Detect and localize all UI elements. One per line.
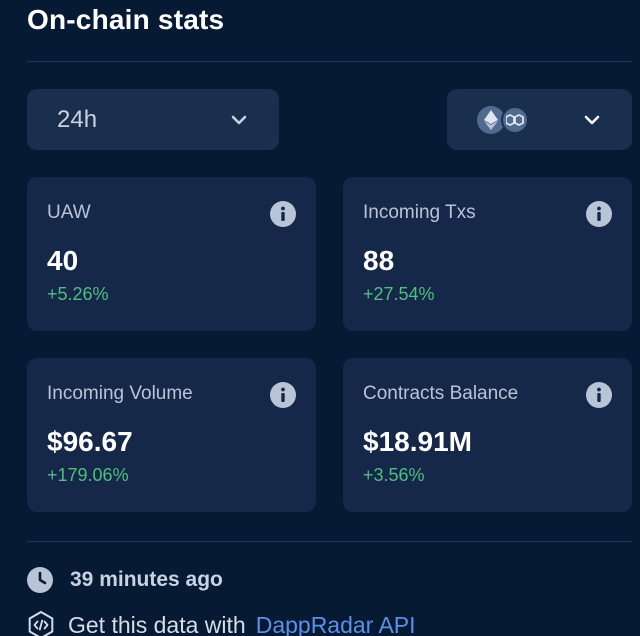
stat-value: 40: [47, 245, 79, 276]
info-icon[interactable]: [586, 382, 612, 408]
stat-label: UAW: [47, 202, 91, 223]
stat-change: +5.26%: [47, 284, 109, 304]
stat-value: $96.67: [47, 426, 133, 457]
stat-card-incoming-volume: Incoming Volume $96.67 +179.06%: [27, 358, 316, 512]
dappradar-api-link[interactable]: DappRadar API: [255, 611, 416, 636]
stat-label: Incoming Txs: [363, 202, 476, 223]
period-select-value: 24h: [57, 105, 98, 133]
page-title: On-chain stats: [27, 4, 225, 35]
chain-icons: [477, 105, 529, 134]
stat-card-uaw: UAW 40 +5.26%: [27, 177, 316, 331]
footer-divider: [27, 541, 632, 542]
last-updated: 39 minutes ago: [27, 567, 223, 593]
period-select[interactable]: 24h: [27, 89, 279, 150]
stat-label: Contracts Balance: [363, 383, 519, 404]
chevron-down-icon: [231, 115, 247, 124]
api-promo: Get this data with DappRadar API: [27, 611, 416, 636]
code-icon: [28, 611, 54, 636]
stat-change: +27.54%: [363, 284, 435, 304]
chevron-down-icon: [584, 115, 600, 124]
stat-value: 88: [363, 245, 395, 276]
stat-change: +3.56%: [363, 465, 425, 485]
chain-select[interactable]: [447, 89, 632, 150]
polygon-icon: [501, 105, 529, 134]
stat-value: $18.91M: [363, 426, 472, 457]
info-icon[interactable]: [270, 201, 296, 227]
info-icon[interactable]: [270, 382, 296, 408]
stat-change: +179.06%: [47, 465, 129, 485]
stat-card-incoming-txs: Incoming Txs 88 +27.54%: [343, 177, 632, 331]
api-promo-text: Get this data with: [68, 611, 246, 636]
ethereum-icon: [477, 105, 505, 134]
clock-icon: [27, 567, 53, 593]
stat-label: Incoming Volume: [47, 383, 193, 404]
stat-card-contracts-balance: Contracts Balance $18.91M +3.56%: [343, 358, 632, 512]
last-updated-text: 39 minutes ago: [70, 568, 223, 591]
info-icon[interactable]: [586, 201, 612, 227]
header-divider: [27, 61, 632, 62]
